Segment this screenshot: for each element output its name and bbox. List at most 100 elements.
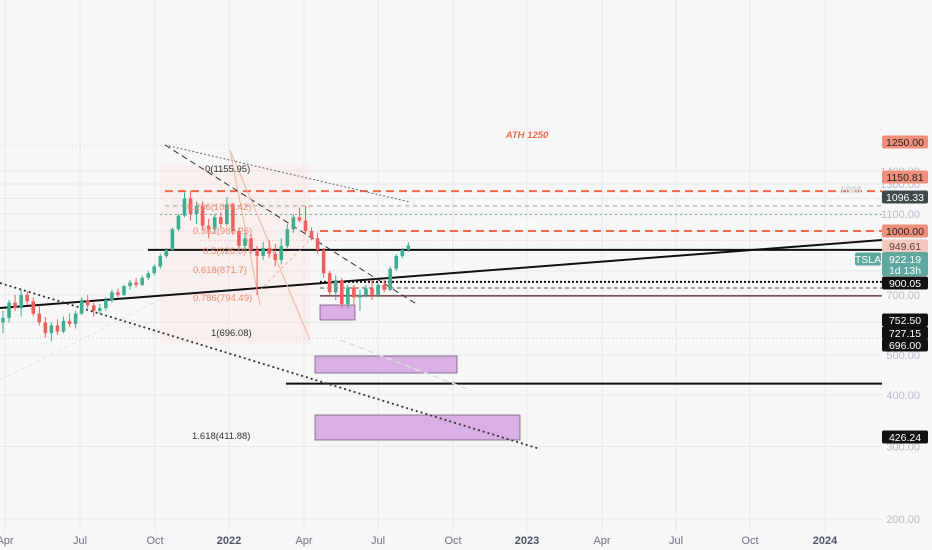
- candle-body: [122, 286, 126, 295]
- candle: [200, 201, 205, 231]
- annotation-fib618: 0.618(871.7): [193, 265, 247, 276]
- candle: [7, 300, 11, 323]
- price-tag-bg: [882, 338, 928, 352]
- grid: [0, 0, 882, 532]
- candle: [116, 288, 120, 298]
- price-tag: 696.00: [882, 338, 928, 352]
- price-tag: 727.15: [882, 326, 928, 340]
- candle: [152, 264, 157, 276]
- candle: [98, 304, 102, 314]
- annotation-fib786: 0.786(794.49): [193, 293, 252, 304]
- candle-body: [237, 231, 241, 246]
- candle: [321, 247, 326, 278]
- candle-body: [158, 255, 163, 267]
- price-tag-value: 922.19: [889, 254, 921, 266]
- candle: [128, 280, 132, 290]
- candle: [85, 294, 90, 309]
- candle-body: [61, 320, 66, 332]
- candle: [37, 305, 42, 326]
- candle-body: [327, 273, 332, 293]
- candle-body: [116, 292, 120, 295]
- y-tick-label: 300.00: [886, 441, 920, 453]
- price-tag-bg: [882, 276, 928, 290]
- price-tag-value: 1096.33: [886, 192, 924, 204]
- candle-body: [200, 205, 205, 226]
- price-tag-value: 727.15: [889, 328, 921, 340]
- candle-body: [25, 294, 29, 302]
- candle: [140, 275, 144, 287]
- candle: [406, 242, 411, 252]
- annotation-fib1: 1(696.08): [211, 328, 252, 339]
- candle-body: [19, 294, 23, 309]
- candle: [1, 310, 5, 334]
- candle-body: [170, 229, 175, 250]
- price-tag: 949.61: [882, 239, 928, 253]
- y-tick-label: 1100.00: [881, 209, 920, 221]
- candle-body: [91, 305, 96, 311]
- price-tags: 1250.00 1150.81 1096.33 1000.00 949.61922.19…: [855, 135, 928, 444]
- price-tag-value: 426.24: [889, 432, 921, 444]
- candle: [73, 310, 78, 329]
- price-tag-bg: [882, 326, 928, 340]
- price-tag-bg: [882, 313, 928, 327]
- candle-body: [243, 238, 247, 246]
- candle: [122, 284, 126, 297]
- candle: [394, 253, 399, 271]
- candle-body: [31, 301, 36, 314]
- candle: [212, 213, 217, 233]
- candle: [225, 196, 229, 226]
- candle: [25, 291, 29, 306]
- x-tick-label: Oct: [146, 535, 163, 547]
- candle: [170, 227, 175, 251]
- y-tick-label: 200.00: [886, 514, 920, 526]
- candle-body: [382, 284, 386, 290]
- candle-body: [79, 300, 84, 314]
- candle-body: [297, 217, 302, 221]
- candle-body: [176, 215, 181, 230]
- x-tick-label: 2024: [813, 535, 838, 547]
- x-tick-label: 2023: [515, 535, 539, 547]
- annotation-l1000: 1000: [514, 219, 536, 230]
- annotation-fib0: 0(1155.95): [205, 164, 250, 175]
- support-zone: [314, 355, 458, 374]
- candle-body: [406, 245, 411, 250]
- trend-line: [0, 282, 541, 450]
- price-tag-bg: [882, 430, 928, 444]
- candle: [376, 282, 380, 298]
- candle: [206, 218, 211, 239]
- candle: [31, 297, 36, 317]
- candle-body: [104, 300, 108, 309]
- candle-body: [285, 229, 290, 246]
- candle: [243, 232, 247, 250]
- candle: [231, 202, 235, 235]
- candle-body: [140, 277, 144, 285]
- trend-line: [164, 144, 411, 203]
- candle: [237, 227, 241, 250]
- price-tag-bg: [882, 239, 928, 253]
- candle-body: [376, 284, 380, 295]
- price-tag: 1000.00: [882, 224, 928, 238]
- candle-body: [206, 225, 211, 230]
- x-tick-label: 2022: [217, 535, 241, 547]
- price-tag: 900.05: [882, 276, 928, 290]
- candle: [273, 243, 278, 267]
- candle-body: [333, 280, 338, 293]
- y-tick-label: 700.00: [886, 290, 920, 302]
- annotation-fib5: 0.5(926.0): [203, 246, 246, 257]
- symbol-tag: TSLA: [855, 254, 881, 266]
- candle-body: [315, 238, 320, 250]
- price-tag-bg: [882, 190, 928, 204]
- candle-body: [13, 302, 17, 309]
- candle-body: [303, 220, 308, 231]
- price-tag-value: 949.61: [889, 241, 921, 253]
- candle: [61, 316, 66, 334]
- candle: [219, 212, 223, 228]
- candle-body: [43, 322, 48, 334]
- y-tick-label: 400.00: [886, 390, 920, 402]
- candle-body: [291, 217, 296, 230]
- x-tick-label: Apr: [0, 535, 14, 547]
- candle: [370, 280, 374, 301]
